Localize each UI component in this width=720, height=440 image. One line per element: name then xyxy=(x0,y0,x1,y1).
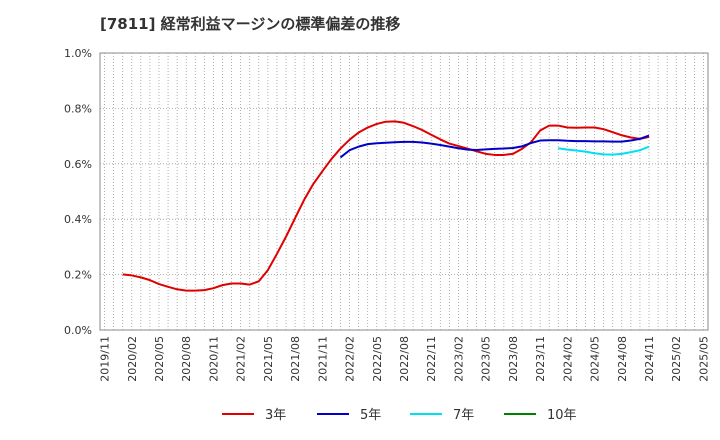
x-tick-label: 2023/02 xyxy=(452,336,465,382)
legend-label: 5年 xyxy=(360,408,381,423)
x-tick-label: 2023/08 xyxy=(507,336,520,382)
x-tick-label: 2022/02 xyxy=(344,336,357,382)
x-tick-label: 2020/11 xyxy=(207,336,220,382)
y-tick-label: 0.6% xyxy=(64,158,92,171)
x-tick-label: 2025/05 xyxy=(697,336,710,382)
y-tick-label: 0.8% xyxy=(64,102,92,115)
y-tick-label: 0.4% xyxy=(64,213,92,226)
x-tick-label: 2020/05 xyxy=(153,336,166,382)
legend-label: 7年 xyxy=(453,408,474,423)
series-line-5年 xyxy=(339,134,650,159)
x-tick-label: 2023/05 xyxy=(480,336,493,382)
x-tick-label: 2024/05 xyxy=(589,336,602,382)
x-tick-label: 2019/11 xyxy=(99,336,112,382)
legend-label: 10年 xyxy=(547,408,577,423)
legend-item: 10年 xyxy=(504,408,577,423)
y-tick-label: 0.2% xyxy=(64,269,92,282)
chart-title: [7811] 経常利益マージンの標準偏差の推移 xyxy=(100,15,401,33)
x-tick-label: 2021/05 xyxy=(262,336,275,382)
x-tick-label: 2021/11 xyxy=(316,336,329,382)
series-line-3年 xyxy=(122,120,650,292)
x-tick-label: 2022/11 xyxy=(425,336,438,382)
x-tick-label: 2022/05 xyxy=(371,336,384,382)
legend-item: 7年 xyxy=(410,408,474,423)
legend-item: 3年 xyxy=(222,408,286,423)
series-line-7年 xyxy=(558,145,650,156)
x-tick-label: 2020/08 xyxy=(180,336,193,382)
legend-item: 5年 xyxy=(317,408,381,423)
x-tick-label: 2023/11 xyxy=(534,336,547,382)
x-tick-label: 2022/08 xyxy=(398,336,411,382)
y-tick-label: 1.0% xyxy=(64,47,92,60)
x-tick-label: 2024/11 xyxy=(643,336,656,382)
y-tick-label: 0.0% xyxy=(64,324,92,337)
x-tick-label: 2021/02 xyxy=(235,336,248,382)
x-tick-label: 2025/02 xyxy=(670,336,683,382)
x-tick-label: 2024/08 xyxy=(616,336,629,382)
legend-label: 3年 xyxy=(265,408,286,423)
x-tick-label: 2021/08 xyxy=(289,336,302,382)
x-tick-label: 2020/02 xyxy=(126,336,139,382)
x-tick-label: 2024/02 xyxy=(561,336,574,382)
